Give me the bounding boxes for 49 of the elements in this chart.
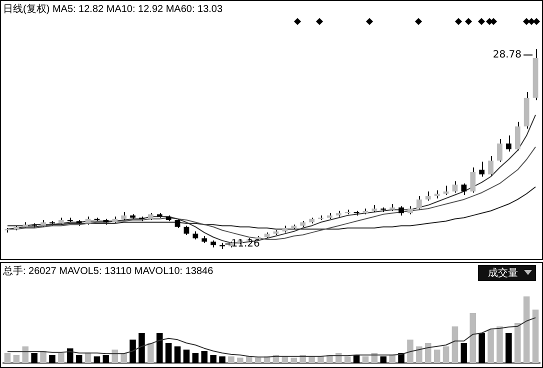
bar — [344, 356, 351, 363]
bar — [424, 343, 432, 363]
bar — [532, 310, 539, 363]
candlestick — [514, 121, 520, 151]
bar — [416, 346, 422, 363]
bar — [362, 356, 369, 363]
bar — [84, 353, 92, 363]
bar — [290, 358, 298, 363]
candlestick — [416, 196, 422, 210]
bar — [13, 355, 20, 363]
candlestick — [398, 206, 404, 216]
bar — [58, 353, 64, 363]
chart-title: 日线(复权) MA5: 12.82 MA10: 12.92 MA60: 13.03 — [3, 2, 223, 15]
bar — [40, 351, 46, 363]
bar — [308, 356, 315, 363]
bar — [389, 355, 396, 363]
candlestick — [497, 138, 502, 162]
annotation: 28.78 — [492, 50, 522, 61]
bar — [442, 346, 450, 363]
bar — [470, 313, 476, 363]
chart-title: 总手: 26027 MAVOL5: 13110 MAVOL10: 13846 — [2, 264, 214, 277]
bar — [4, 353, 11, 363]
bar — [434, 350, 440, 363]
bar — [335, 353, 342, 363]
bar — [112, 350, 118, 363]
candlestick — [425, 190, 431, 202]
candlestick — [461, 182, 467, 196]
bar — [148, 343, 154, 363]
bar — [407, 340, 414, 363]
candlestick — [506, 135, 512, 152]
bar — [22, 346, 29, 363]
bar — [523, 296, 530, 363]
bar — [496, 326, 503, 363]
bar — [120, 353, 127, 363]
candlestick — [488, 156, 494, 176]
bar — [254, 358, 262, 363]
bar — [452, 326, 458, 363]
bar — [228, 356, 234, 363]
bar — [488, 330, 494, 363]
candlestick — [470, 166, 476, 194]
bar — [318, 356, 324, 363]
text: 成交量 — [478, 265, 536, 281]
bar — [237, 358, 244, 363]
annotation: 11.26 — [231, 238, 260, 250]
bar — [246, 356, 252, 363]
candlestick — [174, 218, 180, 228]
bar — [514, 323, 521, 363]
candlestick — [479, 161, 485, 178]
candlestick — [452, 180, 458, 194]
